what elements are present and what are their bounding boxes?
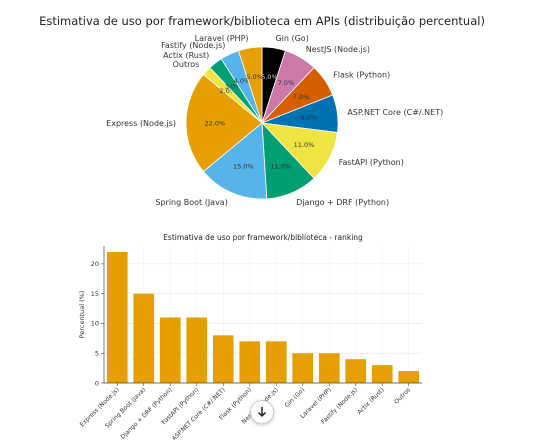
pie-chart: Estimativa de uso por framework/bibliote… (39, 14, 485, 207)
pie-label-actix-rust: Actix (Rust) (163, 51, 209, 60)
bar-xtick-label: Django + DRF (Python) (119, 386, 173, 440)
pie-pct-fastify-node-js: 4.0% (234, 77, 251, 85)
bar-ytick-label: 10 (91, 320, 99, 328)
bar-xtick-label: Gin (Go) (284, 386, 307, 409)
bar-flask-python (239, 341, 261, 383)
pie-pct-nestjs-node-js: 7.0% (278, 79, 295, 87)
bar-ytick-label: 20 (91, 260, 99, 268)
pie-slice-spring-boot-java (202, 122, 268, 200)
bar-xtick-label: Outros (393, 386, 412, 405)
bar-outros (398, 371, 420, 383)
pie-label-asp-net-core-c-net: ASP.NET Core (C#/.NET) (347, 108, 443, 117)
pie-pct-laravel-php: 5.0% (246, 73, 263, 81)
bar-gin-go (292, 353, 314, 383)
bar-asp-net-core-c-net (212, 335, 234, 383)
bar-laravel-php (318, 353, 340, 383)
bar-actix-rust (371, 365, 393, 383)
bar-ytick-label: 15 (91, 290, 99, 298)
bar-xtick-label: Actix (Rust) (356, 386, 385, 415)
bar-ytick-label: 5 (95, 350, 99, 358)
bar-django-drf-python (159, 317, 181, 383)
pie-label-django-drf-python: Django + DRF (Python) (296, 198, 389, 207)
bar-chart: Estimativa de uso por framework/bibliote… (78, 233, 422, 440)
pie-pct-fastapi-python: 11.0% (294, 141, 315, 149)
pie-pct-django-drf-python: 11.0% (270, 163, 291, 171)
bar-nestjs-node-js (265, 341, 287, 383)
pie-pct-spring-boot-java: 15.0% (233, 163, 254, 171)
bar-title: Estimativa de uso por framework/bibliote… (163, 233, 363, 242)
bar-fastapi-python (186, 317, 208, 383)
pie-label-outros: Outros (173, 60, 200, 69)
pie-label-spring-boot-java: Spring Boot (Java) (155, 198, 227, 207)
bar-ylabel: Percentual (%) (78, 291, 86, 339)
pie-slice-laravel-php (238, 46, 263, 124)
pie-slice-express-node-js (185, 73, 263, 173)
bar-fastify-node-js (345, 359, 367, 383)
bar-ytick-label: 0 (95, 379, 99, 387)
pie-label-flask-python: Flask (Python) (333, 71, 390, 80)
pie-pct-asp-net-core-c-net: 8.0% (300, 114, 317, 122)
arrow-down-icon (257, 407, 267, 418)
pie-label-fastapi-python: FastAPI (Python) (339, 158, 404, 167)
pie-pct-outros: 2.0% (219, 87, 236, 95)
scroll-down-button[interactable] (250, 400, 274, 424)
bar-express-node-js (106, 251, 128, 383)
pie-pct-express-node-js: 22.0% (205, 120, 226, 128)
pie-pct-gin-go: 5.0% (261, 73, 278, 81)
bar-xtick-label: ASP.NET Core (C#/.NET) (171, 386, 227, 440)
pie-label-gin-go: Gin (Go) (275, 34, 308, 43)
pie-label-express-node-js: Express (Node.js) (106, 119, 176, 128)
pie-label-nestjs-node-js: NestJS (Node.js) (306, 45, 370, 54)
pie-title: Estimativa de uso por framework/bibliote… (39, 14, 485, 28)
pie-label-laravel-php: Laravel (PHP) (195, 34, 249, 43)
pie-pct-actix-rust: 3.0% (225, 82, 242, 90)
pie-pct-flask-python: 7.0% (293, 93, 310, 101)
pie-label-fastify-node-js: Fastify (Node.js) (161, 41, 225, 50)
bar-spring-boot-java (133, 293, 155, 383)
